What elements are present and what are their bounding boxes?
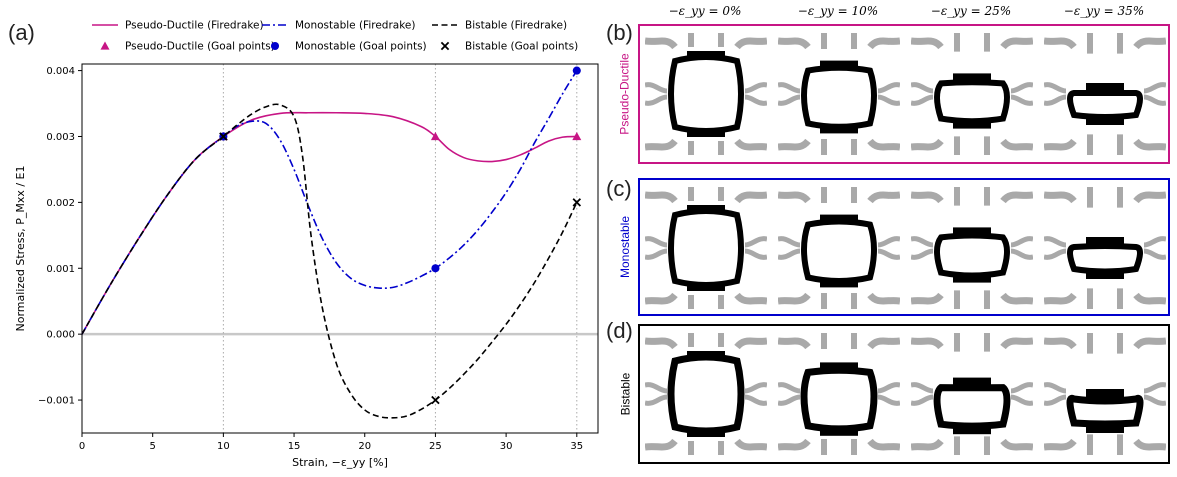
lattice-cell-image — [778, 187, 900, 309]
y-tick-label: 0.002 — [46, 198, 75, 209]
lattice-cell-image — [1044, 333, 1166, 455]
column-header-strain-25: −ε_yy = 25% — [930, 4, 1012, 18]
lattice-cell-image — [645, 187, 767, 309]
stress-strain-chart: 0 5 10 15 20 25 30 35 −0.001 0.000 0.001 0.002 0.003… — [14, 20, 599, 469]
x-tick-label: 5 — [149, 441, 155, 452]
bistable-row-frame — [638, 324, 1170, 464]
row-label-bistable: Bistable — [618, 372, 633, 416]
y-tick-label: 0.001 — [46, 264, 75, 275]
row-label-monostable: Monostable — [618, 215, 633, 279]
legend-label: Pseudo-Ductile (Goal points) — [125, 41, 275, 53]
lattice-cell-image — [645, 333, 767, 455]
goal-point-triangle — [430, 131, 440, 141]
legend-label: Bistable (Firedrake) — [465, 20, 567, 32]
panel-label-c: (c) — [606, 176, 632, 201]
goal-point-x — [440, 41, 450, 51]
legend-label: Monostable (Firedrake) — [295, 20, 415, 32]
y-tick-label: 0.004 — [46, 66, 75, 77]
row-label-pseudo-ductile: Pseudo-Ductile — [618, 53, 632, 135]
goal-point-x — [219, 132, 228, 141]
x-tick-label: 25 — [429, 441, 442, 452]
x-axis-label: Strain, −ε_yy [%] — [292, 456, 388, 469]
x-tick-label: 30 — [500, 441, 513, 452]
lattice-cell-image — [1044, 187, 1166, 309]
x-tick-label: 10 — [217, 441, 230, 452]
goal-point-circle — [431, 264, 440, 273]
lattice-cell-image — [778, 333, 900, 455]
goal-point-triangle — [100, 41, 110, 50]
lattice-cell-image — [911, 187, 1033, 309]
goal-point-circle — [270, 41, 280, 51]
legend-label: Bistable (Goal points) — [465, 41, 578, 53]
series-line — [81, 111, 577, 335]
column-header-strain-10: −ε_yy = 10% — [797, 4, 879, 18]
y-tick-label: −0.001 — [38, 396, 75, 407]
panel-label-b: (b) — [606, 20, 633, 45]
x-tick-label: 35 — [570, 441, 583, 452]
series-line — [81, 70, 578, 335]
series-line — [81, 103, 578, 419]
y-tick-label: 0.003 — [46, 132, 75, 143]
monostable-row-frame — [638, 178, 1170, 316]
x-tick-label: 0 — [79, 441, 85, 452]
lattice-cell-image — [1044, 33, 1166, 155]
lattice-cell-image — [645, 33, 767, 155]
plot-frame — [81, 63, 599, 434]
x-tick-label: 20 — [358, 441, 371, 452]
pseudo-ductile-row-frame — [638, 24, 1170, 164]
column-header-strain-0: −ε_yy = 0% — [668, 4, 742, 18]
legend-label: Pseudo-Ductile (Firedrake) — [125, 20, 264, 32]
panel-label-d: (d) — [606, 318, 633, 343]
goal-point-circle — [572, 66, 581, 75]
y-axis-label: Normalized Stress, P_Mxx / E1 — [14, 166, 27, 332]
goal-point-x — [572, 198, 582, 207]
legend-label: Monostable (Goal points) — [295, 41, 427, 53]
goal-point-triangle — [572, 131, 582, 141]
lattice-cell-image — [778, 33, 900, 155]
goal-point-x — [431, 395, 440, 405]
lattice-cell-image — [911, 333, 1033, 455]
y-tick-label: 0.000 — [46, 330, 75, 341]
lattice-cell-image — [911, 33, 1033, 155]
x-tick-label: 15 — [288, 441, 301, 452]
panel-label-a: (a) — [8, 20, 35, 45]
column-header-strain-35: −ε_yy = 35% — [1063, 4, 1145, 18]
